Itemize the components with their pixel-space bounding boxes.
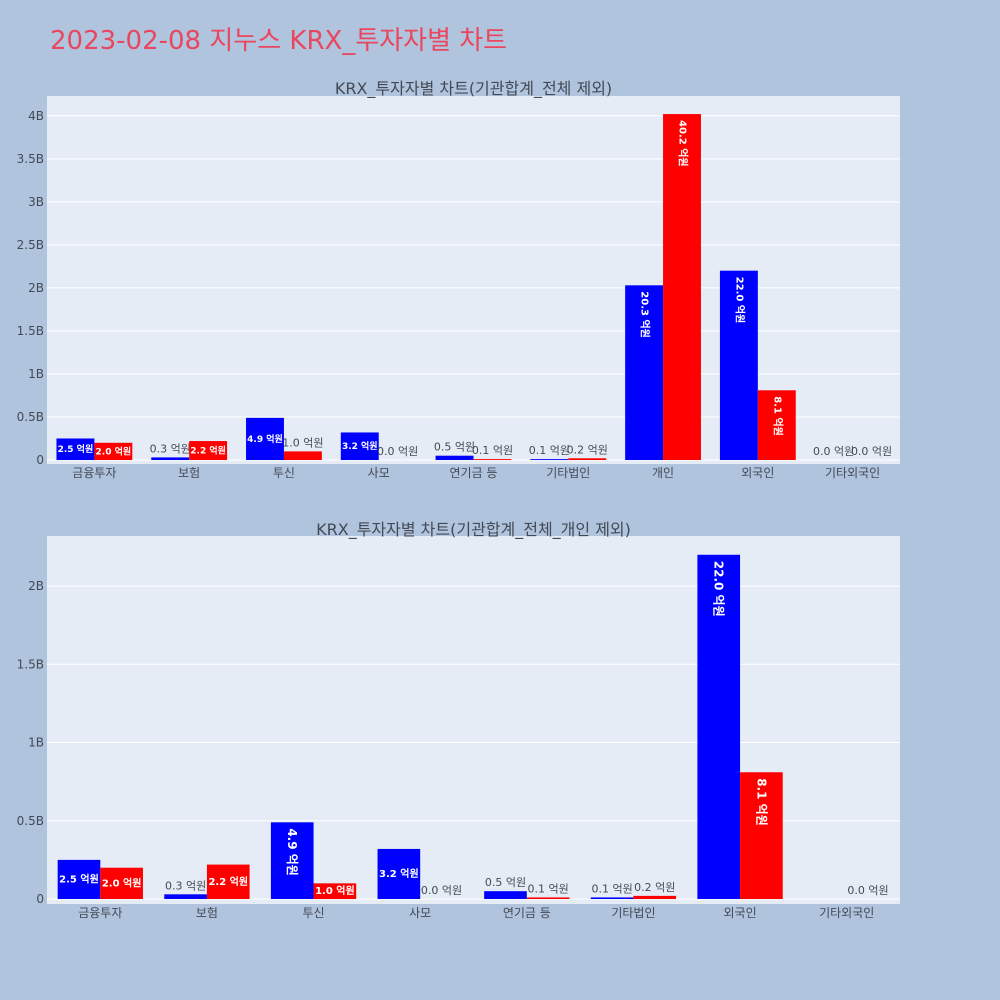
data-label: 0.1 억원 — [472, 444, 513, 457]
data-label: 22.0 억원 — [712, 561, 726, 617]
bar — [151, 457, 190, 460]
bar — [283, 451, 322, 460]
x-tick-label: 연기금 등 — [503, 906, 551, 920]
data-label: 3.2 억원 — [379, 867, 419, 880]
y-tick-label: 0 — [36, 892, 44, 906]
data-label: 0.3 억원 — [165, 879, 206, 892]
data-label: 0.0 억원 — [377, 445, 418, 458]
x-tick-label: 사모 — [409, 906, 431, 920]
x-tick-label: 금융투자 — [72, 466, 116, 480]
data-label: 40.2 억원 — [677, 120, 690, 167]
y-tick-label: 1B — [28, 367, 44, 381]
y-tick-label: 1B — [28, 736, 44, 750]
x-tick-label: 투신 — [303, 906, 325, 920]
data-label: 0.5 억원 — [485, 876, 526, 889]
x-tick-label: 보험 — [178, 466, 200, 480]
y-tick-label: 0 — [36, 453, 44, 467]
data-label: 0.2 억원 — [567, 443, 608, 456]
bar — [94, 442, 133, 460]
data-label: 0.1 억원 — [529, 444, 570, 457]
data-label: 0.0 억원 — [813, 445, 854, 458]
bar — [625, 285, 664, 460]
page-title: 2023-02-08 지누스 KRX_투자자별 차트 — [50, 26, 507, 56]
bar — [206, 864, 250, 899]
bar — [435, 455, 474, 460]
data-label: 0.0 억원 — [851, 445, 892, 458]
bar — [740, 772, 783, 899]
data-label: 3.2 억원 — [342, 440, 378, 452]
data-label: 4.9 억원 — [285, 828, 299, 876]
y-tick-label: 2B — [28, 579, 44, 593]
x-tick-label: 외국인 — [741, 466, 774, 480]
bar — [164, 894, 207, 899]
bar — [246, 417, 284, 460]
x-tick-label: 기타법인 — [611, 906, 655, 920]
chart-institutions-excluding-total: KRX_투자자별 차트(기관합계_전체 제외) 0 0.5B 1B 1.5B 2B 2.5B… — [17, 79, 900, 480]
data-label: 0.0 억원 — [847, 884, 888, 897]
y-tick-label: 1.5B — [17, 324, 44, 338]
bar — [526, 897, 570, 899]
bar — [633, 895, 677, 899]
x-tick-label: 외국인 — [724, 906, 757, 920]
x-tick-label: 금융투자 — [78, 906, 122, 920]
y-tick-label: 4B — [28, 109, 44, 123]
bar — [568, 458, 607, 460]
y-tick-label: 0.5B — [17, 814, 44, 828]
bar — [590, 897, 634, 899]
bar — [473, 459, 512, 460]
bar — [377, 848, 421, 899]
data-label: 0.3 억원 — [150, 442, 191, 455]
x-tick-label: 보험 — [196, 906, 218, 920]
x-tick-label: 기타법인 — [546, 466, 590, 480]
bar — [340, 432, 379, 460]
chart-title: KRX_투자자별 차트(기관합계_전체 제외) — [335, 79, 612, 99]
data-label: 2.2 억원 — [190, 445, 226, 457]
data-label: 2.2 억원 — [208, 875, 248, 888]
y-tick-label: 1.5B — [17, 657, 44, 671]
data-label: 8.1 억원 — [754, 778, 768, 826]
bar — [697, 554, 741, 899]
data-label: 2.0 억원 — [102, 876, 142, 889]
y-tick-label: 3B — [28, 195, 44, 209]
bar — [484, 891, 527, 899]
y-tick-label: 0.5B — [17, 410, 44, 424]
bar — [530, 459, 569, 460]
x-tick-label: 기타외국인 — [819, 906, 874, 920]
data-label: 0.1 억원 — [528, 882, 569, 895]
x-tick-label: 기타외국인 — [825, 466, 880, 480]
x-tick-label: 사모 — [368, 466, 390, 480]
bar — [100, 867, 143, 899]
bar — [270, 822, 314, 899]
data-label: 1.0 억원 — [315, 884, 355, 897]
bar — [313, 883, 357, 899]
y-tick-label: 2.5B — [17, 238, 44, 252]
data-label: 2.0 억원 — [96, 445, 132, 457]
x-tick-label: 투신 — [273, 466, 295, 480]
bar — [663, 114, 701, 460]
data-label: 1.0 억원 — [282, 436, 323, 449]
x-tick-label: 개인 — [652, 466, 674, 480]
data-label: 0.5 억원 — [434, 441, 475, 454]
data-label: 4.9 억원 — [247, 433, 283, 445]
data-label: 2.5 억원 — [59, 872, 99, 885]
data-label: 0.1 억원 — [591, 882, 632, 895]
bar — [719, 270, 758, 460]
data-label: 0.0 억원 — [421, 884, 462, 897]
chart-institutions-excluding-total-and-individuals: KRX_투자자별 차트(기관합계_전체_개인 제외) 0 0.5B 1B 1.5B 2B 금… — [17, 520, 900, 920]
x-tick-label: 연기금 등 — [450, 466, 498, 480]
chart-title: KRX_투자자별 차트(기관합계_전체_개인 제외) — [316, 520, 631, 540]
data-label: 0.2 억원 — [634, 881, 675, 894]
bar — [56, 438, 95, 460]
data-label: 2.5 억원 — [58, 443, 94, 455]
y-tick-label: 3.5B — [17, 152, 44, 166]
y-tick-label: 2B — [28, 281, 44, 295]
bar — [57, 859, 101, 899]
data-label: 8.1 억원 — [771, 396, 784, 436]
data-label: 22.0 억원 — [733, 277, 746, 324]
data-label: 20.3 억원 — [639, 291, 652, 338]
bar — [757, 390, 796, 460]
bar — [189, 441, 228, 460]
